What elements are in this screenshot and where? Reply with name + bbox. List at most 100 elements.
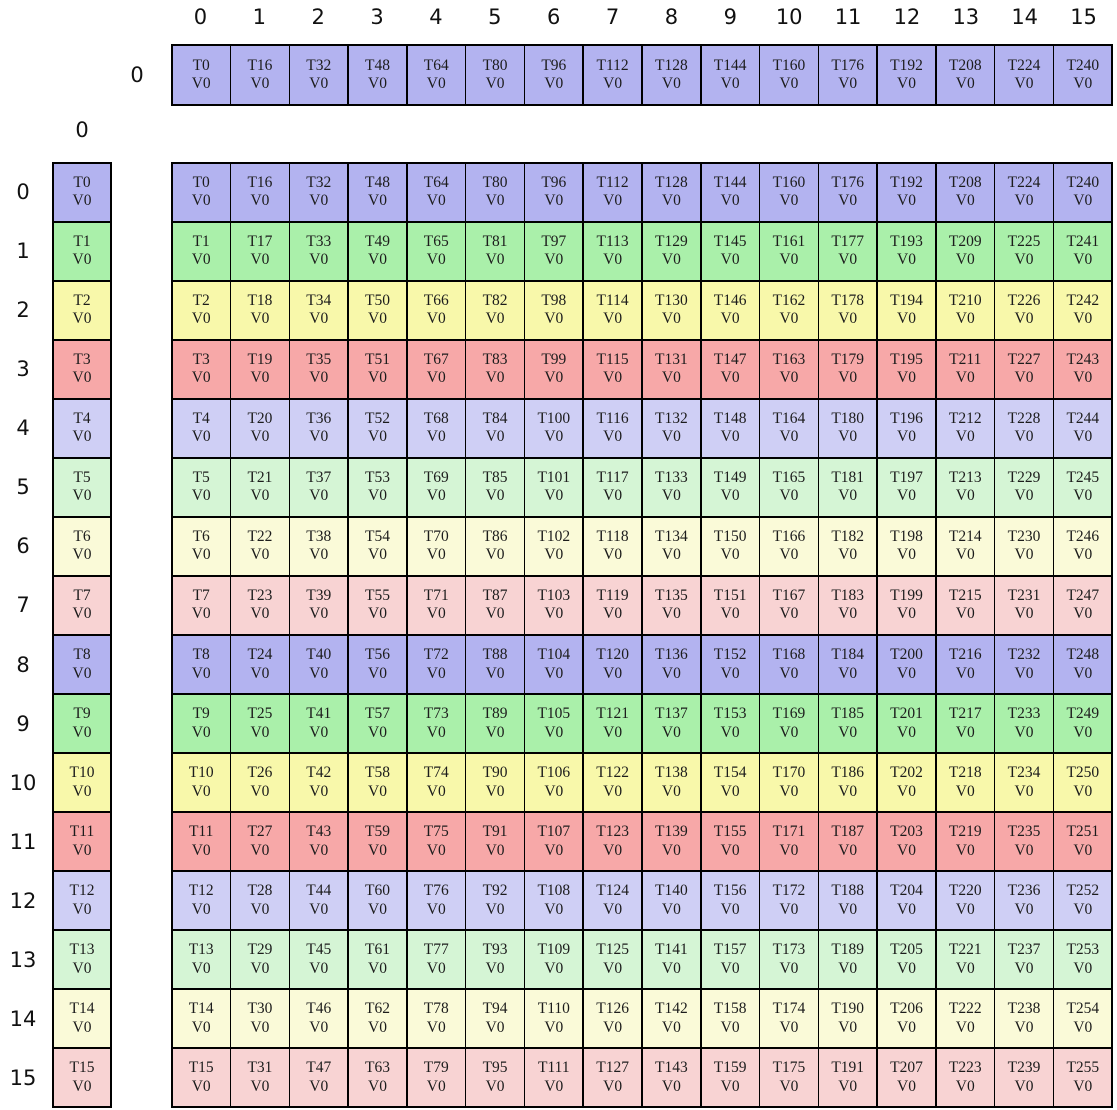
matrix-cell: T92 V0 <box>466 871 524 930</box>
value-id: V0 <box>720 369 740 387</box>
thread-id: T175 <box>772 1059 806 1077</box>
thread-id: T59 <box>365 823 390 841</box>
thread-id: T239 <box>1007 1059 1041 1077</box>
thread-id: T207 <box>890 1059 923 1077</box>
value-id: V0 <box>779 369 799 387</box>
matrix-cell: T111 V0 <box>525 1048 583 1107</box>
thread-id: T168 <box>772 646 806 663</box>
matrix-cell: T216 V0 <box>936 635 994 694</box>
matrix-cell: T59 V0 <box>348 812 407 871</box>
matrix-cell: T148 V0 <box>701 399 759 458</box>
thread-id: T192 <box>890 173 923 191</box>
matrix-cell: T122 V0 <box>584 753 642 812</box>
matrix-cell: T33 V0 <box>290 222 348 281</box>
matrix-cell: T236 V0 <box>995 871 1053 930</box>
thread-id: T251 <box>1066 823 1100 841</box>
matrix-cell: T162 V0 <box>760 281 818 340</box>
matrix-cell: T6 V0 <box>53 517 111 576</box>
matrix-cell: T96 V0 <box>525 45 583 105</box>
thread-id: T130 <box>655 291 688 309</box>
matrix-cell: T28 V0 <box>231 871 289 930</box>
matrix-cell: T96 V0 <box>525 163 583 222</box>
matrix-cell: T80 V0 <box>466 45 524 105</box>
value-id: V0 <box>426 546 446 564</box>
value-id: V0 <box>897 782 916 800</box>
row-header: 4 <box>16 416 30 441</box>
matrix-cell: T108 V0 <box>525 871 583 930</box>
column-header: 6 <box>547 5 561 29</box>
matrix-cell: T11 V0 <box>53 812 111 871</box>
thread-id: T229 <box>1007 468 1041 486</box>
value-id: V0 <box>955 369 975 387</box>
column-header-row: 0 1 2 3 4 5 6 7 8 9 10 11 12 13 14 15 <box>171 2 1113 32</box>
column-header: 1 <box>252 5 266 29</box>
matrix-cell: T183 V0 <box>819 576 877 635</box>
matrix-cell: T142 V0 <box>642 989 700 1048</box>
value-id: V0 <box>838 605 858 623</box>
value-id: V0 <box>779 959 799 977</box>
row-header: 0 <box>16 179 30 204</box>
matrix-cell: T135 V0 <box>642 576 700 635</box>
thread-id: T9 <box>192 705 210 723</box>
value-id: V0 <box>426 428 446 446</box>
row-header: 15 <box>9 1066 37 1091</box>
thread-id: T206 <box>890 1000 923 1018</box>
matrix-cell: T189 V0 <box>819 930 877 989</box>
thread-id: T174 <box>772 1000 806 1018</box>
value-id: V0 <box>838 192 858 210</box>
matrix-cell: T126 V0 <box>584 989 642 1048</box>
thread-id: T28 <box>247 882 273 900</box>
thread-id: T250 <box>1066 764 1100 782</box>
thread-id: T150 <box>713 527 747 545</box>
matrix-cell: T240 V0 <box>1054 45 1112 105</box>
thread-id: T56 <box>365 646 390 663</box>
thread-id: T29 <box>247 941 273 959</box>
matrix-cell: T87 V0 <box>466 576 524 635</box>
value-id: V0 <box>661 369 681 387</box>
thread-id: T24 <box>247 646 273 663</box>
column-header: 5 <box>488 5 502 29</box>
value-id: V0 <box>191 723 211 741</box>
value-id: V0 <box>426 959 446 977</box>
row-header: 8 <box>16 652 30 677</box>
thread-id: T7 <box>192 586 210 604</box>
thread-id: T218 <box>948 764 982 782</box>
thread-id: T121 <box>596 705 629 723</box>
value-id: V0 <box>838 782 858 800</box>
thread-id: T200 <box>890 646 923 663</box>
matrix-cell: T15 V0 <box>53 1048 111 1107</box>
matrix-cell: T196 V0 <box>877 399 936 458</box>
matrix-cell: T124 V0 <box>584 871 642 930</box>
value-id: V0 <box>1014 487 1034 505</box>
thread-id: T43 <box>306 823 332 841</box>
value-id: V0 <box>779 546 799 564</box>
thread-id: T96 <box>541 173 567 191</box>
value-id: V0 <box>72 900 92 918</box>
value-id: V0 <box>838 1077 858 1095</box>
matrix-cell: T133 V0 <box>642 458 700 517</box>
value-id: V0 <box>72 546 92 564</box>
matrix-cell: T192 V0 <box>877 163 936 222</box>
thread-id: T10 <box>188 764 214 782</box>
matrix-cell: T120 V0 <box>584 635 642 694</box>
value-id: V0 <box>897 369 916 387</box>
thread-id: T15 <box>188 1059 214 1077</box>
value-id: V0 <box>779 428 799 446</box>
value-id: V0 <box>1073 310 1093 328</box>
thread-id: T95 <box>482 1059 508 1077</box>
matrix-cell: T89 V0 <box>466 694 524 753</box>
value-id: V0 <box>661 192 681 210</box>
thread-id: T8 <box>73 646 91 663</box>
value-id: V0 <box>309 841 329 859</box>
thread-id: T108 <box>537 882 571 900</box>
value-id: V0 <box>485 546 505 564</box>
thread-id: T158 <box>713 1000 747 1018</box>
value-id: V0 <box>368 1077 387 1095</box>
thread-id: T64 <box>423 173 449 191</box>
matrix-cell: T112 V0 <box>584 45 642 105</box>
thread-id: T82 <box>482 291 508 309</box>
value-id: V0 <box>955 192 975 210</box>
thread-id: T183 <box>831 586 865 604</box>
thread-id: T0 <box>192 56 210 74</box>
value-id: V0 <box>779 75 799 92</box>
